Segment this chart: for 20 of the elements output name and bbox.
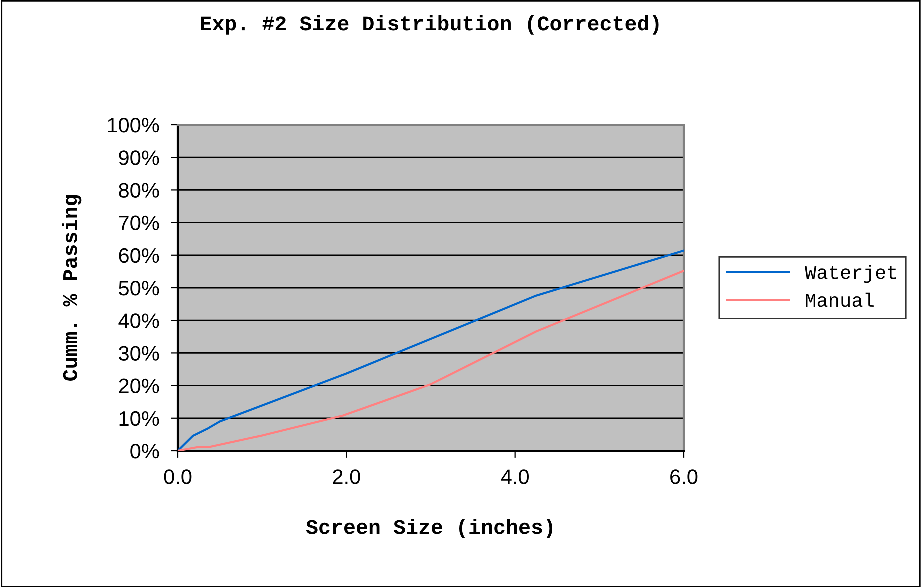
chart-title: Exp. #2 Size Distribution (Corrected): [201, 15, 659, 35]
x-tick-label: 0.0: [164, 470, 192, 484]
y-tick-label: 20%: [119, 378, 160, 394]
y-tick-label: 50%: [119, 281, 160, 296]
y-tick-label: 80%: [119, 183, 160, 198]
legend-label: Waterjet: [804, 265, 896, 284]
x-tick-label: 6.0: [670, 470, 698, 484]
y-tick-label: 90%: [119, 150, 160, 166]
y-tick-label: 40%: [118, 314, 160, 328]
x-tick-label: 2.0: [333, 470, 360, 484]
y-tick-label: 10%: [120, 411, 160, 426]
y-tick-label: 30%: [119, 346, 160, 361]
legend-label: Manual: [806, 292, 874, 308]
y-tick-label: 100%: [108, 118, 160, 133]
y-tick-label: 60%: [119, 248, 160, 264]
x-tick-label: 4.0: [501, 470, 529, 484]
y-tick-label: 70%: [119, 216, 160, 231]
x-axis-title: Screen Size (inches): [306, 519, 553, 538]
y-axis-title: Cumm. % Passing: [62, 195, 82, 381]
y-tick-label: 0%: [130, 444, 160, 459]
